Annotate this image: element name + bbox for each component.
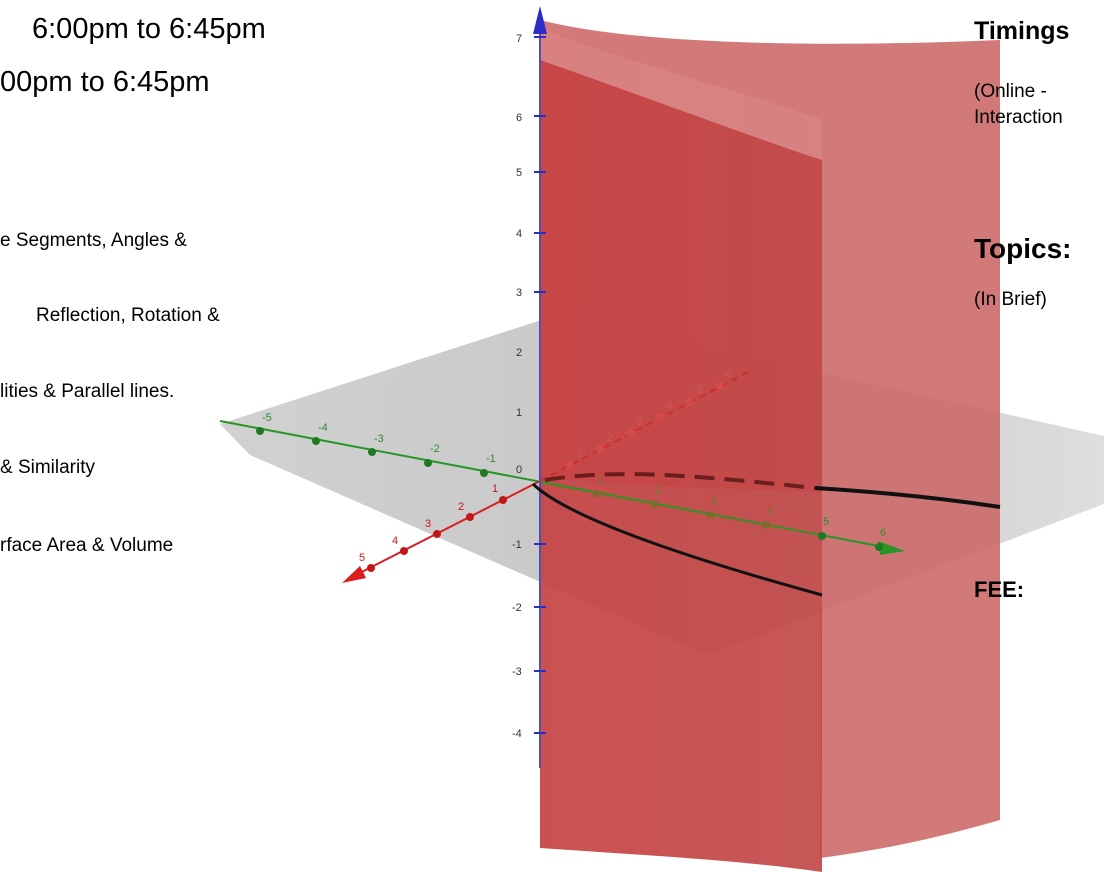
y-tick-label: 3	[711, 496, 717, 508]
y-tick-label: -1	[486, 453, 496, 465]
surface-sheet-near	[540, 28, 822, 872]
curve-back-dashed	[544, 472, 816, 490]
y-tick-label: 5	[823, 516, 829, 528]
x-tick-label: 2	[458, 501, 464, 513]
z-tick-label: -3	[512, 666, 522, 678]
in-brief-note: (In Brief)	[974, 289, 1047, 310]
x-tick-label: -1	[573, 448, 583, 460]
topics-heading: Topics:	[974, 233, 1072, 264]
y-tick-label: -5	[262, 412, 272, 424]
x-tick-label: -2	[603, 432, 613, 444]
y-tick-label: 4	[767, 506, 773, 518]
x-axis-far-line	[539, 369, 753, 482]
z-tick-label: -1	[512, 539, 522, 551]
x-tick-label: 1	[492, 483, 498, 495]
timing-line-2: 00pm to 6:45pm	[0, 66, 210, 98]
y-axis-points	[256, 427, 883, 551]
timing-line-1: 6:00pm to 6:45pm	[32, 13, 266, 45]
x-tick-label: -5	[693, 384, 703, 396]
online-line-1: (Online -	[974, 81, 1047, 102]
z-tick-label: 0	[516, 464, 522, 476]
y-axis-hidden-points	[593, 490, 770, 529]
x-axis-points	[367, 496, 507, 572]
y-tick-label: 6	[880, 527, 886, 539]
x-axis-line	[349, 480, 541, 579]
surface-sheet-fold	[540, 28, 822, 160]
topic-item: Reflection, Rotation &	[36, 305, 220, 326]
fee-heading: FEE:	[974, 577, 1025, 602]
x-tick-label: 4	[392, 535, 398, 547]
z-tick-label: 3	[516, 287, 522, 299]
z-axis-ticks	[534, 36, 546, 734]
y-tick-label: -4	[318, 422, 328, 434]
x-axis-far-points	[566, 382, 724, 469]
z-tick-label: 4	[516, 228, 522, 240]
y-tick-label: 1	[598, 475, 604, 487]
x-tick-label: -6	[723, 368, 733, 380]
x-axis-arrow	[342, 566, 366, 583]
z-axis-arrow	[533, 6, 547, 34]
x-tick-label: -4	[663, 400, 673, 412]
x-tick-label: -3	[633, 416, 643, 428]
z-tick-label: 1	[516, 407, 522, 419]
y-axis-hidden-line	[544, 483, 821, 536]
topic-item: & Similarity	[0, 457, 96, 478]
curve-right	[814, 486, 1001, 509]
curve-front	[531, 482, 823, 597]
y-tick-label: -2	[430, 443, 440, 455]
x-tick-label: 3	[425, 518, 431, 530]
y-tick-label: -3	[374, 433, 384, 445]
z-tick-label: 6	[516, 112, 522, 124]
z-tick-label: -2	[512, 602, 522, 614]
online-line-2: Interaction	[974, 107, 1063, 128]
z-tick-label: 7	[516, 33, 522, 45]
topic-item: e Segments, Angles &	[0, 230, 187, 251]
z-tick-label: -4	[512, 728, 522, 740]
timings-heading: Timings	[974, 17, 1070, 45]
y-axis-arrow	[878, 541, 905, 555]
y-tick-label: 2	[655, 485, 661, 497]
z-tick-label: 2	[516, 347, 522, 359]
z-tick-label: 5	[516, 167, 522, 179]
x-tick-label: 5	[359, 552, 365, 564]
topic-item: lities & Parallel lines.	[0, 381, 175, 402]
topic-item: rface Area & Volume	[0, 535, 174, 556]
